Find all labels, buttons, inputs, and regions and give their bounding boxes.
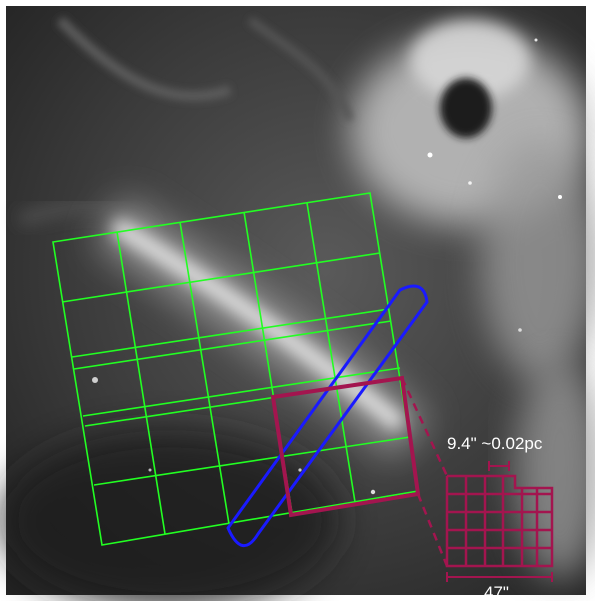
zoom-connector-top bbox=[400, 377, 449, 477]
zoom-grid bbox=[445, 474, 554, 568]
blue-slit-outline bbox=[226, 284, 429, 547]
scale-label-small: 9.4" ~0.02pc bbox=[447, 434, 543, 453]
crimson-zoom-overlay bbox=[270, 375, 554, 582]
scale-bar-large bbox=[446, 572, 553, 582]
nebula-image bbox=[0, 6, 595, 601]
scale-bar-small bbox=[488, 461, 510, 471]
scale-label-large: 47" bbox=[484, 583, 509, 601]
